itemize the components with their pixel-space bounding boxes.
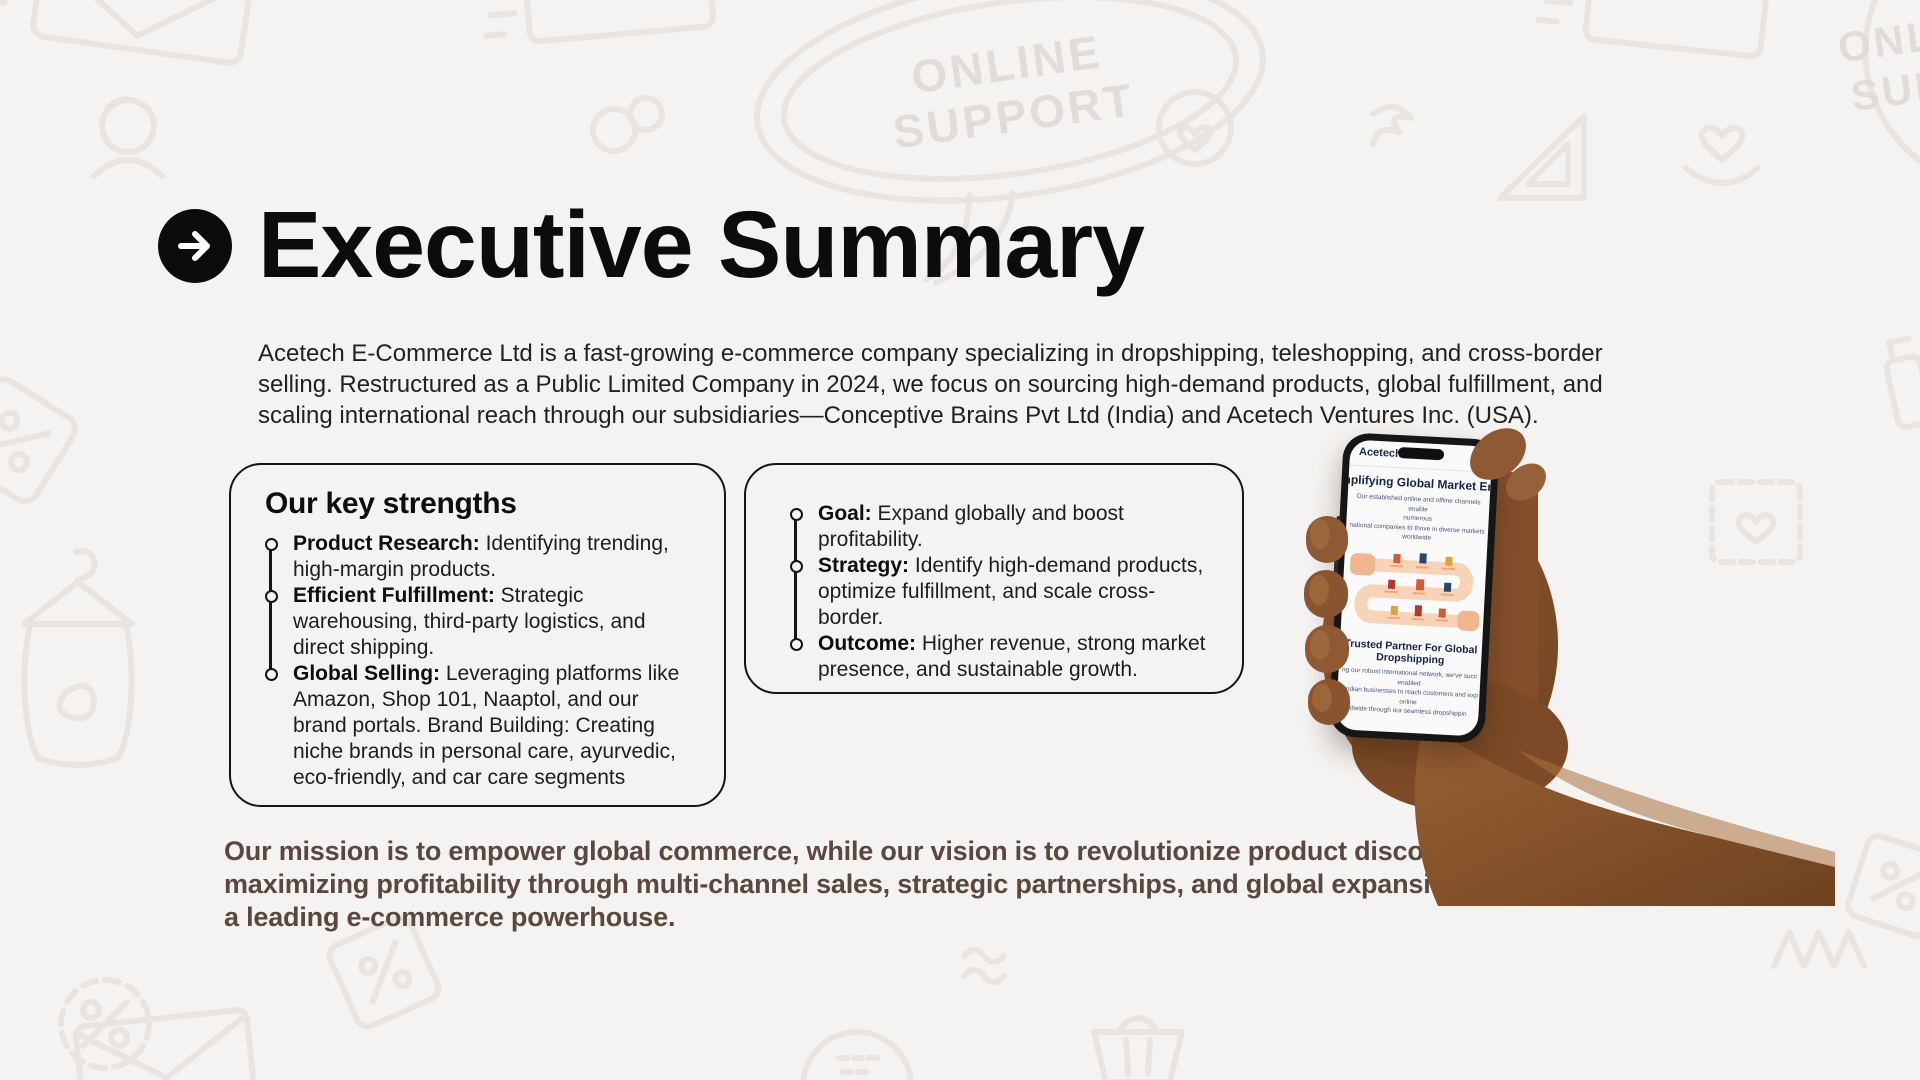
bullet-dot-icon xyxy=(265,538,278,551)
online-support-corner-icon: ONLINE SUPPORT xyxy=(1835,0,1920,192)
list-item: Goal: Expand globally and boost profitab… xyxy=(790,501,1212,553)
list-item: Global Selling: Leveraging platforms lik… xyxy=(265,661,690,791)
list-item: Outcome: Higher revenue, strong market p… xyxy=(790,631,1212,683)
key-strengths-list: Product Research: Identifying trending, … xyxy=(265,531,690,791)
list-item: Efficient Fulfillment: Strategic warehou… xyxy=(265,583,690,661)
key-strengths-heading: Our key strengths xyxy=(265,487,517,520)
envelope-icon xyxy=(0,0,254,66)
key-strengths-box: Our key strengths Product Research: Iden… xyxy=(229,463,726,807)
objectives-box: Goal: Expand globally and boost profitab… xyxy=(744,463,1244,694)
wave-doodle-icon xyxy=(961,947,1007,985)
phone-hero-subtitle: Our established online and offline chann… xyxy=(1349,492,1485,542)
coins-icon xyxy=(590,95,665,154)
envelope-icon xyxy=(1535,0,1770,60)
scribble-icon xyxy=(1370,104,1414,147)
arrow-right-circle-icon xyxy=(158,208,232,283)
mini-icons xyxy=(1384,553,1456,622)
person-doodle-icon xyxy=(91,96,165,179)
list-item: Strategy: Identify high-demand products,… xyxy=(790,553,1212,631)
hand-holding-phone-photo: Acetech Simplifying Global Market Entry … xyxy=(1290,420,1835,906)
bullet-dot-icon xyxy=(790,638,803,651)
envelope-icon xyxy=(72,1007,256,1080)
bullet-dot-icon xyxy=(265,590,278,603)
discount-tag-icon xyxy=(326,914,442,1030)
basket-icon xyxy=(1091,1015,1185,1080)
phone: Acetech Simplifying Global Market Entry … xyxy=(1328,432,1500,744)
bullet-dot-icon xyxy=(790,508,803,521)
svg-text:ONLINE: ONLINE xyxy=(1835,0,1920,71)
bullet-dot-icon xyxy=(265,668,278,681)
title-row: Executive Summary xyxy=(158,192,1145,298)
phone-screen: Acetech Simplifying Global Market Entry … xyxy=(1335,439,1493,737)
divider xyxy=(1349,464,1492,473)
list-item: Product Research: Identifying trending, … xyxy=(265,531,690,583)
discount-tag-icon xyxy=(1845,833,1920,939)
volume-button xyxy=(1333,547,1339,582)
phone-section-text: ng our robust international network, we'… xyxy=(1338,666,1479,718)
stamp-heart-icon xyxy=(1709,479,1803,565)
bullet-dot-icon xyxy=(790,560,803,573)
thumb xyxy=(1488,472,1538,728)
heart-hand-icon xyxy=(1683,124,1761,186)
phone-notch xyxy=(1397,446,1445,461)
phone-section-title: Trusted Partner For Global Dropshipping xyxy=(1344,637,1478,667)
dropshipping-roadmap-illustration xyxy=(1349,552,1480,632)
lipstick-icon xyxy=(1883,335,1920,431)
triangle-ruler-icon xyxy=(1497,113,1587,201)
volume-button xyxy=(1335,515,1341,539)
timeline-connector xyxy=(269,543,272,675)
timeline-connector xyxy=(794,513,797,645)
intro-paragraph: Acetech E-Commerce Ltd is a fast-growing… xyxy=(258,340,1603,429)
heart-circle-icon xyxy=(1156,89,1234,167)
zigzag-doodle-icon xyxy=(1771,929,1867,969)
page-title: Executive Summary xyxy=(258,192,1145,298)
acetech-logo: Acetech xyxy=(1358,445,1403,461)
envelope-icon xyxy=(482,0,717,45)
chat-bubble-icon xyxy=(800,1029,914,1080)
discount-tag-icon xyxy=(0,376,78,504)
objectives-list: Goal: Expand globally and boost profitab… xyxy=(790,501,1212,683)
hanger-clothes-icon xyxy=(21,548,135,768)
